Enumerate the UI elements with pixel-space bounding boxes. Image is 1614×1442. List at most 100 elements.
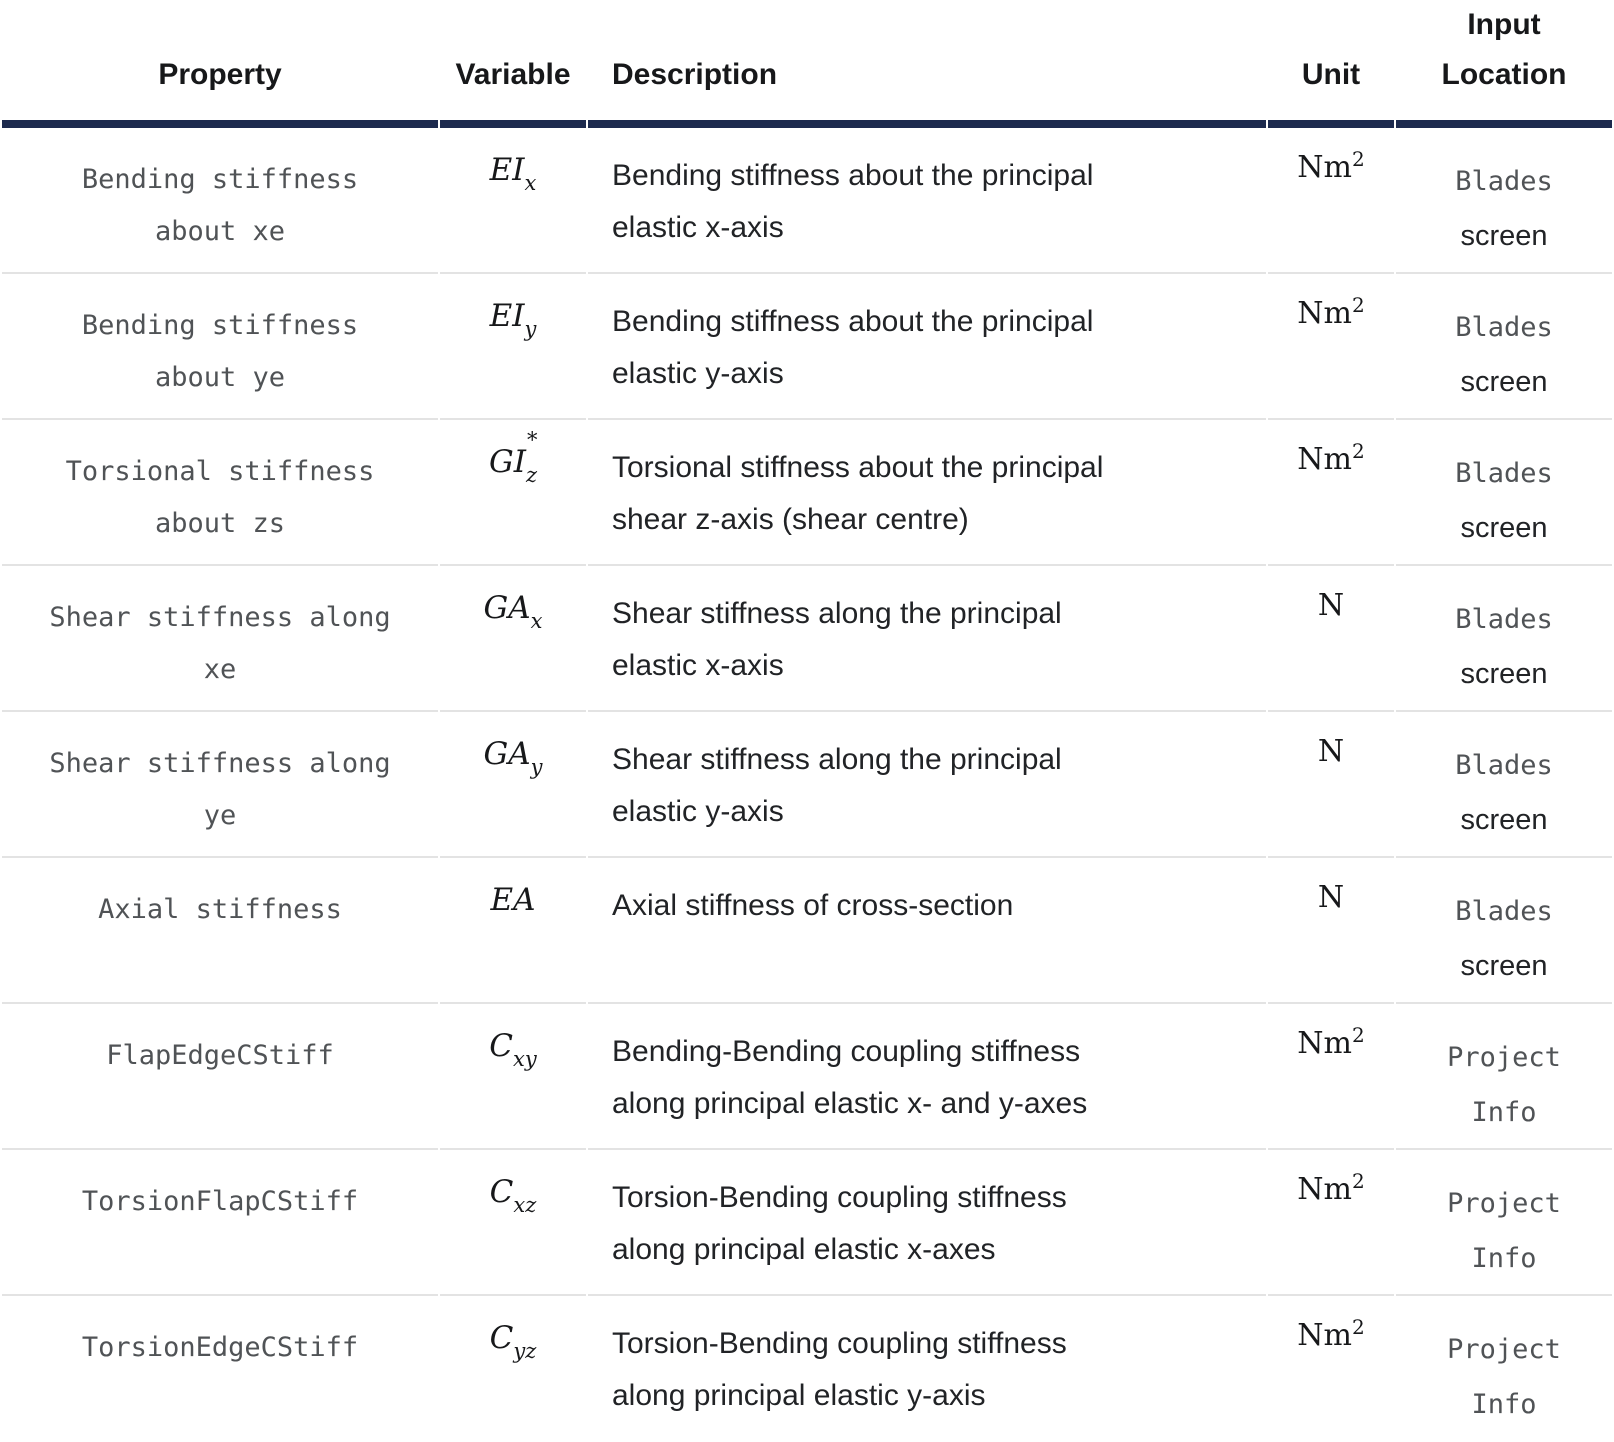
variable-base: EI <box>489 152 525 188</box>
table-row: Bending stiffness about xe EI x Bending s… <box>2 128 1612 274</box>
description-line: Bending stiffness about the principal <box>612 159 1094 192</box>
description-cell: Bending stiffness about the principal el… <box>588 274 1266 420</box>
description-line: Shear stiffness along the principal <box>612 743 1062 776</box>
property-line: Bending stiffness <box>81 310 359 341</box>
property-line: about xe <box>154 216 286 247</box>
description-line: Shear stiffness along the principal <box>612 597 1062 630</box>
unit-cell: N <box>1268 566 1394 712</box>
unit-cell: Nm2 <box>1268 128 1394 274</box>
table-row: Bending stiffness about ye EI y Bending s… <box>2 274 1612 420</box>
location-code-text: Project Info <box>1447 1042 1561 1128</box>
description-cell: Torsion-Bending coupling stiffness along… <box>588 1296 1266 1442</box>
location-code-text: Blades <box>1455 458 1553 489</box>
description-line: elastic y-axis <box>612 357 784 390</box>
unit-superscript: 2 <box>1351 293 1365 317</box>
description-cell: Axial stiffness of cross-section <box>588 858 1266 1004</box>
header-row: Property Variable Description Unit Input… <box>2 0 1612 128</box>
property-line: xe <box>203 654 237 685</box>
unit-text: N <box>1317 734 1345 769</box>
property-line: Shear stiffness along <box>49 602 391 633</box>
variable-subscript: xy <box>513 1047 537 1071</box>
col-header-property: Property <box>2 0 438 128</box>
property-line: Torsional stiffness <box>65 456 375 487</box>
property-line: about ye <box>154 362 286 393</box>
location-code-text: Blades <box>1455 166 1553 197</box>
description-line: along principal elastic x-axes <box>612 1233 996 1266</box>
unit-superscript: 2 <box>1351 1315 1365 1339</box>
property-line: TorsionEdgeCStiff <box>81 1332 359 1363</box>
variable-base: GI <box>488 444 526 480</box>
property-cell: Shear stiffness along ye <box>2 712 438 858</box>
variable-scripts: x <box>531 590 543 633</box>
property-cell: TorsionEdgeCStiff <box>2 1296 438 1442</box>
description-line: elastic x-axis <box>612 211 784 244</box>
variable-scripts: y <box>531 736 543 779</box>
variable-cell: GA y <box>440 712 586 858</box>
unit-text: N <box>1317 588 1345 623</box>
description-cell: Torsion-Bending coupling stiffness along… <box>588 1150 1266 1296</box>
variable-scripts: x <box>525 152 537 195</box>
unit-superscript: 2 <box>1351 439 1365 463</box>
unit-cell: N <box>1268 858 1394 1004</box>
variable-cell: EI y <box>440 274 586 420</box>
unit-cell: Nm2 <box>1268 1004 1394 1150</box>
variable-scripts: xz <box>513 1174 536 1217</box>
unit-text: Nm <box>1297 1318 1352 1353</box>
unit-text: N <box>1317 880 1345 915</box>
location-code-text: Project Info <box>1447 1188 1561 1274</box>
variable-base: C <box>489 1028 513 1064</box>
variable-scripts: yz <box>513 1320 536 1363</box>
variable-base: C <box>489 1320 514 1356</box>
location-code-text: Blades <box>1455 312 1553 343</box>
property-cell: Bending stiffness about xe <box>2 128 438 274</box>
input-location-cell: Blades screen <box>1396 420 1612 566</box>
location-code-text: Blades <box>1455 604 1553 635</box>
description-cell: Shear stiffness along the principal elas… <box>588 566 1266 712</box>
property-cell: Torsional stiffness about zs <box>2 420 438 566</box>
variable-scripts: y <box>525 298 537 341</box>
description-line: shear z-axis (shear centre) <box>612 503 969 536</box>
variable-cell: GA x <box>440 566 586 712</box>
property-line: about zs <box>154 508 286 539</box>
unit-cell: Nm2 <box>1268 274 1394 420</box>
unit-cell: Nm2 <box>1268 420 1394 566</box>
input-location-cell: Blades screen <box>1396 128 1612 274</box>
property-cell: Bending stiffness about ye <box>2 274 438 420</box>
unit-text: Nm <box>1297 442 1352 477</box>
col-header-input-location: Input Location <box>1396 0 1612 128</box>
variable-subscript: x <box>524 171 537 195</box>
table-row: Axial stiffness EA Axial stiffness of cr… <box>2 858 1612 1004</box>
table-row: Torsional stiffness about zs GI * z Torsio… <box>2 420 1612 566</box>
input-location-cell: Project Info <box>1396 1150 1612 1296</box>
property-cell: Axial stiffness <box>2 858 438 1004</box>
property-cell: FlapEdgeCStiff <box>2 1004 438 1150</box>
property-line: Shear stiffness along <box>49 748 391 779</box>
input-location-cell: Blades screen <box>1396 712 1612 858</box>
description-line: Torsional stiffness about the principal <box>612 451 1104 484</box>
table-row: Shear stiffness along xe GA x Shear stiff… <box>2 566 1612 712</box>
unit-text: Nm <box>1297 1026 1352 1061</box>
variable-cell: EA <box>440 858 586 1004</box>
property-line: ye <box>203 800 237 831</box>
table-row: Shear stiffness along ye GA y Shear stiff… <box>2 712 1612 858</box>
variable-subscript: y <box>524 317 537 341</box>
input-location-cell: Blades screen <box>1396 566 1612 712</box>
variable-cell: EI x <box>440 128 586 274</box>
property-line: TorsionFlapCStiff <box>81 1186 359 1217</box>
variable-base: EI <box>489 298 525 334</box>
variable-subscript: x <box>530 609 543 633</box>
variable-subscript: y <box>530 755 543 779</box>
variable-subscript: xz <box>513 1193 537 1217</box>
col-header-variable: Variable <box>440 0 586 128</box>
unit-superscript: 2 <box>1351 147 1365 171</box>
description-line: Bending-Bending coupling stiffness <box>612 1035 1081 1068</box>
variable-subscript: yz <box>513 1339 537 1363</box>
unit-superscript: 2 <box>1351 1023 1365 1047</box>
description-line: elastic x-axis <box>612 649 784 682</box>
description-cell: Bending-Bending coupling stiffness along… <box>588 1004 1266 1150</box>
